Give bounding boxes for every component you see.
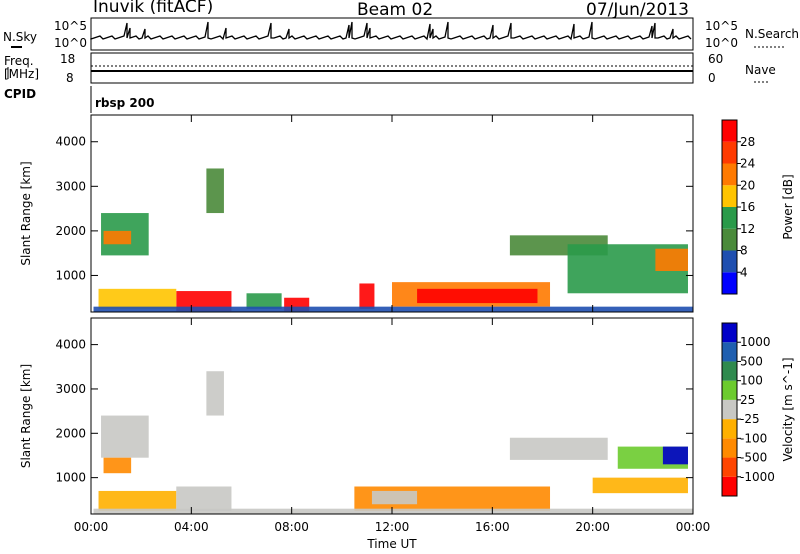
x-axis-label: Time UT bbox=[366, 537, 417, 551]
x-tick-label: 12:00 bbox=[375, 520, 410, 534]
heatmap-region bbox=[176, 291, 232, 312]
heatmap-region bbox=[592, 477, 688, 494]
heatmap-region bbox=[509, 437, 608, 460]
heatmap-panel-2 bbox=[90, 317, 741, 515]
y-tick-label: 4000 bbox=[55, 135, 86, 149]
nave-tick-low: 0 bbox=[708, 71, 716, 85]
cpid-label: CPID bbox=[4, 87, 37, 101]
heatmap-region bbox=[98, 490, 177, 511]
heatmap-region bbox=[246, 293, 282, 309]
colorbar-tick-label: 24 bbox=[740, 157, 755, 171]
colorbar-label: Velocity [m s^-1] bbox=[781, 357, 795, 461]
x-tick-label: 16:00 bbox=[475, 520, 510, 534]
colorbar-tick-label: 1000 bbox=[740, 335, 771, 349]
colorbar-tick-label: 12 bbox=[740, 222, 755, 236]
y-axis-label: Slant Range [km] bbox=[19, 161, 33, 265]
colorbar-tick-label: -1000 bbox=[740, 470, 775, 484]
nave-tick-high: 60 bbox=[708, 52, 724, 66]
x-tick-label: 20:00 bbox=[575, 520, 610, 534]
y-axis-label: Slant Range [km] bbox=[19, 364, 33, 468]
heatmap-region bbox=[98, 288, 177, 309]
colorbar-label: Power [dB] bbox=[781, 174, 795, 239]
freq-tick-high: 18 bbox=[60, 52, 76, 66]
nsky-label: N.Sky bbox=[3, 30, 38, 44]
heatmap-region bbox=[206, 168, 224, 214]
colorbar-tick-label: 8 bbox=[740, 244, 748, 258]
colorbar-tick-label: -500 bbox=[740, 451, 767, 465]
y-tick-label: 2000 bbox=[55, 224, 86, 238]
heatmap-region bbox=[417, 288, 538, 304]
colorbar-tick-label: 100 bbox=[740, 374, 763, 388]
heatmap-region bbox=[206, 371, 224, 416]
y-tick-label: 3000 bbox=[55, 179, 86, 193]
heatmap-region bbox=[93, 306, 694, 312]
heatmap-region bbox=[359, 283, 375, 309]
nsky-tick-low: 10^0 bbox=[54, 36, 87, 50]
nsky-tick-high: 10^5 bbox=[54, 19, 87, 33]
station-title: Inuvik (fitACF) bbox=[93, 0, 214, 17]
y-tick-label: 2000 bbox=[55, 426, 86, 440]
x-tick-label: 00:00 bbox=[74, 520, 109, 534]
colorbar-tick-label: 28 bbox=[740, 135, 755, 149]
freq-unit-label: [MHz] bbox=[4, 67, 40, 81]
heatmap-region bbox=[101, 415, 149, 458]
heatmap-region bbox=[662, 446, 688, 465]
date-label: 07/Jun/2013 bbox=[586, 0, 689, 20]
y-tick-label: 3000 bbox=[55, 382, 86, 396]
colorbar-tick-label: -100 bbox=[740, 431, 767, 445]
heatmap-region bbox=[103, 457, 132, 474]
nsearch-tick-low: 10^0 bbox=[705, 36, 738, 50]
x-tick-label: 08:00 bbox=[274, 520, 309, 534]
y-tick-label: 1000 bbox=[55, 268, 86, 282]
freq-label: Freq. bbox=[4, 54, 34, 68]
heatmap-region bbox=[103, 230, 132, 245]
colorbar-tick-label: 500 bbox=[740, 354, 763, 368]
heatmap-region bbox=[93, 508, 694, 514]
heatmap-region bbox=[655, 248, 688, 271]
nave-label: Nave bbox=[745, 63, 776, 77]
colorbar-tick-label: 16 bbox=[740, 200, 755, 214]
y-tick-label: 1000 bbox=[55, 471, 86, 485]
nsearch-label: N.Search bbox=[745, 27, 800, 41]
status-panels bbox=[7, 17, 784, 113]
heatmap-region bbox=[176, 486, 232, 511]
cpid-program: rbsp 200 bbox=[95, 96, 155, 110]
x-tick-label: 04:00 bbox=[174, 520, 209, 534]
nsearch-tick-high: 10^5 bbox=[705, 19, 738, 33]
x-tick-label: 00:00 bbox=[676, 520, 711, 534]
colorbar-tick-label: -25 bbox=[740, 412, 760, 426]
freq-tick-low: 8 bbox=[66, 71, 74, 85]
heatmap-panel-1 bbox=[90, 114, 741, 313]
colorbar-tick-label: 20 bbox=[740, 178, 755, 192]
y-tick-label: 4000 bbox=[55, 338, 86, 352]
heatmap-region bbox=[371, 490, 418, 505]
colorbar-tick-label: 25 bbox=[740, 393, 755, 407]
colorbar-tick-label: 4 bbox=[740, 265, 748, 279]
beam-label: Beam 02 bbox=[357, 0, 434, 20]
